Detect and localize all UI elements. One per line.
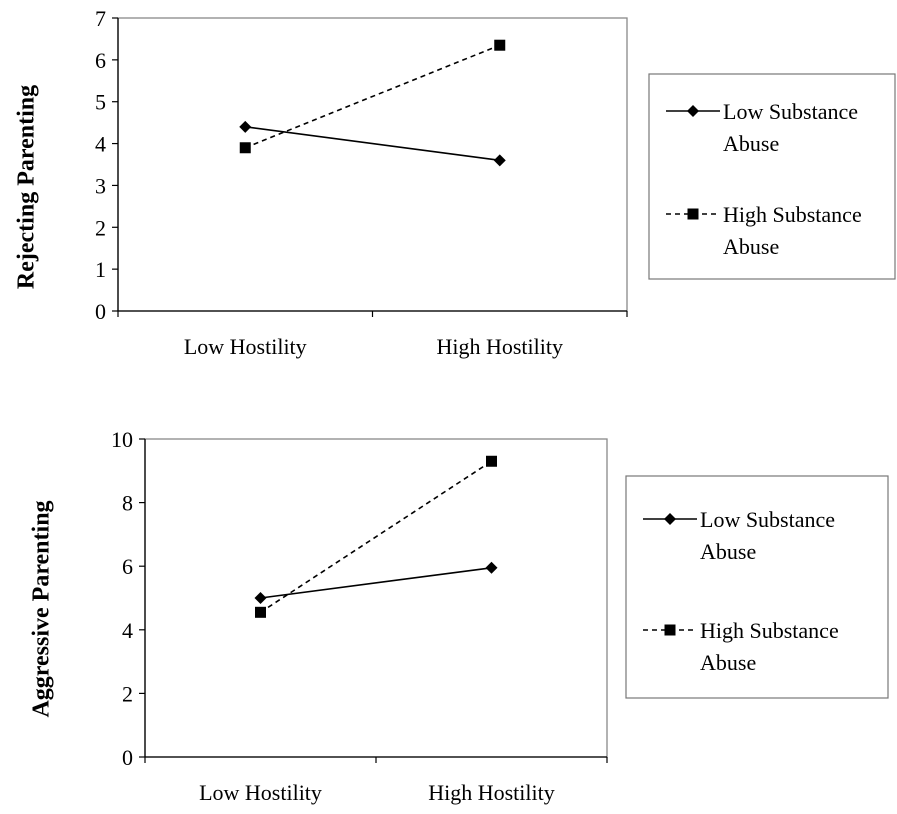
chart1-y-tick-label: 7: [95, 6, 106, 31]
chart1-y-tick-label: 3: [95, 173, 106, 198]
chart2-series-1-point: [485, 561, 498, 574]
chart1-legend-label-1: Low Substance: [723, 99, 858, 124]
chart1-y-tick-label: 4: [95, 132, 106, 157]
chart2-legend-label-1: Low Substance: [700, 507, 835, 532]
chart2-y-tick-label: 0: [122, 745, 133, 770]
chart2-legend-marker-2: [664, 624, 676, 636]
chart2-legend-label-2: Abuse: [700, 650, 756, 675]
chart1-y-axis-label: Rejecting Parenting: [14, 85, 40, 289]
chart1-y-tick-label: 1: [95, 257, 106, 282]
chart1-x-tick-label: High Hostility: [436, 334, 563, 359]
chart2-legend-box: [625, 475, 889, 699]
chart2-legend-label-2: High Substance: [700, 618, 839, 643]
chart1-series-2-line: [244, 44, 501, 149]
chart2-series-2-point: [255, 606, 266, 618]
chart2-series-2-line: [260, 460, 492, 613]
chart2-y-axis-label: Aggressive Parenting: [29, 500, 55, 717]
chart2-legend-marker-1: [664, 513, 676, 525]
chart1-plot-frame: [117, 17, 628, 312]
chart1-y-tick-label: 5: [95, 90, 106, 115]
chart2-plot-frame: [144, 438, 608, 758]
chart2-x-tick-label: Low Hostility: [199, 780, 322, 805]
chart2-series-1-point: [254, 592, 267, 604]
chart2-legend-label-1: Abuse: [700, 539, 756, 564]
chart1-y-tick-label: 0: [95, 299, 106, 324]
chart2-x-tick-label: High Hostility: [428, 780, 555, 805]
chart2-series-1-line: [260, 566, 492, 599]
chart1-series-1-point: [239, 120, 252, 133]
chart1-series-1-line: [245, 126, 500, 162]
chart2-y-tick-label: 10: [111, 427, 133, 452]
chart2-y-tick-label: 8: [122, 491, 133, 516]
chart2-series-2-point: [486, 455, 497, 467]
chart1-series-1-point: [493, 154, 506, 167]
chart1-series-2-point: [494, 39, 506, 51]
chart1-y-tick-label: 6: [95, 48, 106, 73]
chart2-y-tick-label: 2: [122, 681, 133, 706]
chart1-legend-marker-1: [687, 105, 699, 117]
chart1-y-tick-label: 2: [95, 215, 106, 240]
chart1-legend-marker-2: [687, 208, 699, 220]
chart1-x-tick-label: Low Hostility: [184, 334, 307, 359]
chart1-legend-label-1: Abuse: [723, 131, 779, 156]
chart2-y-tick-label: 6: [122, 554, 133, 579]
chart1-series-2-point: [239, 142, 251, 154]
chart1-legend-label-2: High Substance: [723, 202, 862, 227]
chart1-legend-label-2: Abuse: [723, 234, 779, 259]
chart2-y-tick-label: 4: [122, 618, 133, 643]
